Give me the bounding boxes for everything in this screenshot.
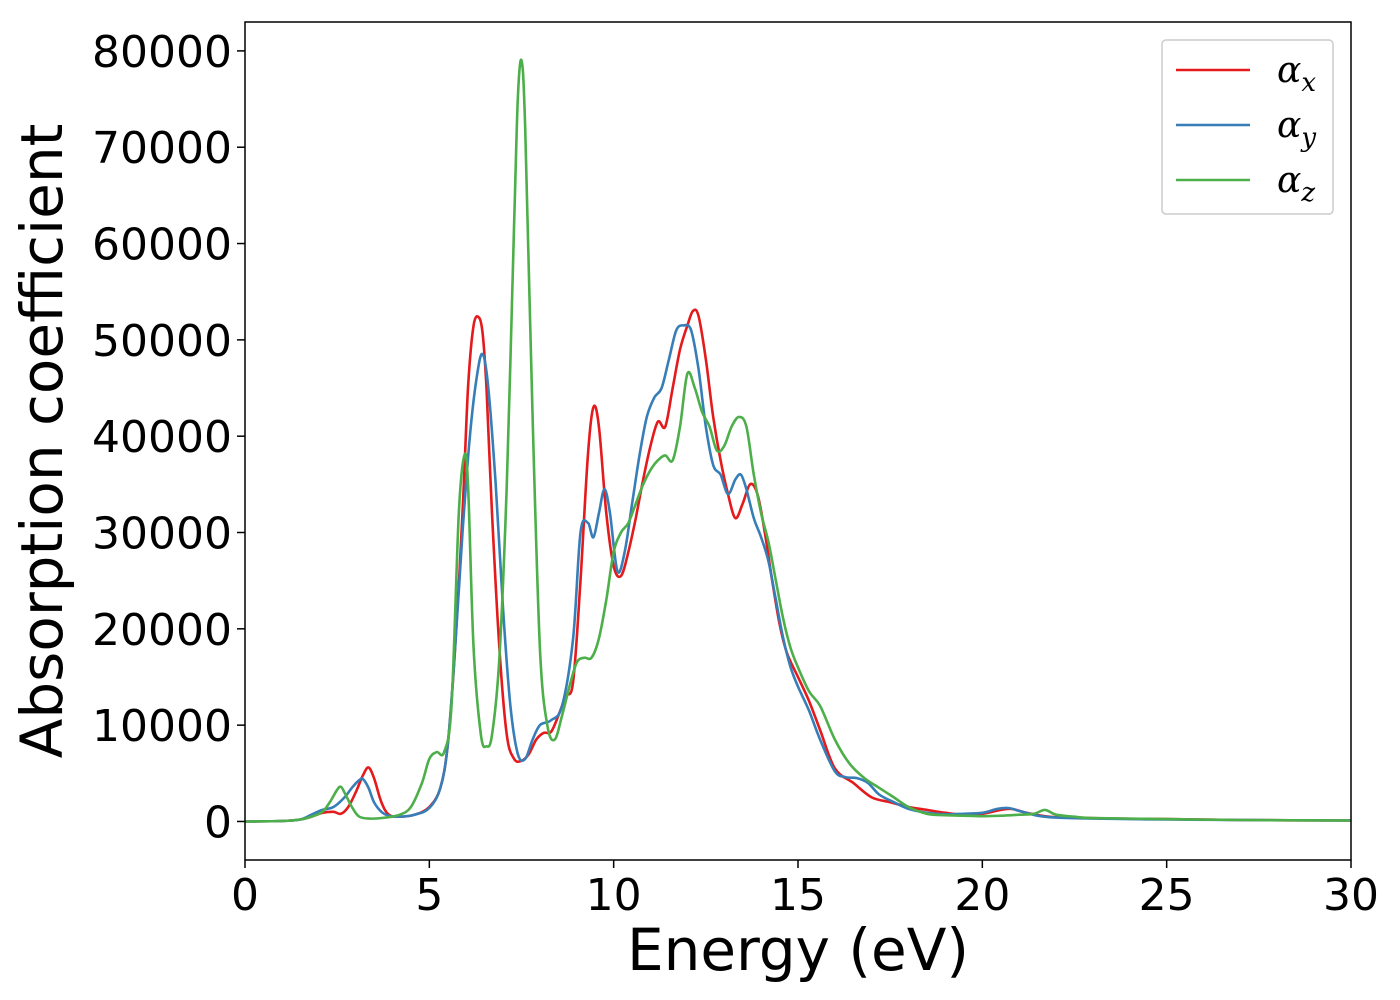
- x-axis-title: Energy (eV): [627, 916, 969, 984]
- y-tick-label: 30000: [92, 509, 232, 560]
- y-tick-label: 80000: [92, 27, 232, 78]
- y-tick-label: 20000: [92, 605, 232, 656]
- y-tick-label: 60000: [92, 220, 232, 271]
- legend-box: [1161, 39, 1334, 215]
- y-axis-title: Absorption coefficient: [8, 124, 76, 759]
- x-tick-label: 5: [415, 870, 443, 921]
- x-axis-ticks: 0 5 10 15 20 25 30: [231, 860, 1379, 921]
- x-tick-label: 20: [954, 870, 1010, 921]
- y-tick-label: 0: [204, 797, 232, 848]
- y-axis-ticks: 0 10000 20000 30000 40000 50000 60000 70000 8000…: [92, 27, 245, 848]
- x-tick-label: 15: [770, 870, 826, 921]
- series-line-y: [245, 323, 1351, 823]
- y-tick-label: 50000: [92, 316, 232, 367]
- series-layer: [245, 58, 1351, 823]
- x-tick-label: 0: [231, 870, 259, 921]
- x-tick-label: 30: [1323, 870, 1379, 921]
- series-line-z: [245, 58, 1351, 823]
- series-line-x: [245, 308, 1351, 823]
- y-tick-label: 10000: [92, 701, 232, 752]
- x-tick-label: 25: [1139, 870, 1195, 921]
- x-tick-label: 10: [586, 870, 642, 921]
- y-tick-label: 70000: [92, 123, 232, 174]
- y-tick-label: 40000: [92, 412, 232, 463]
